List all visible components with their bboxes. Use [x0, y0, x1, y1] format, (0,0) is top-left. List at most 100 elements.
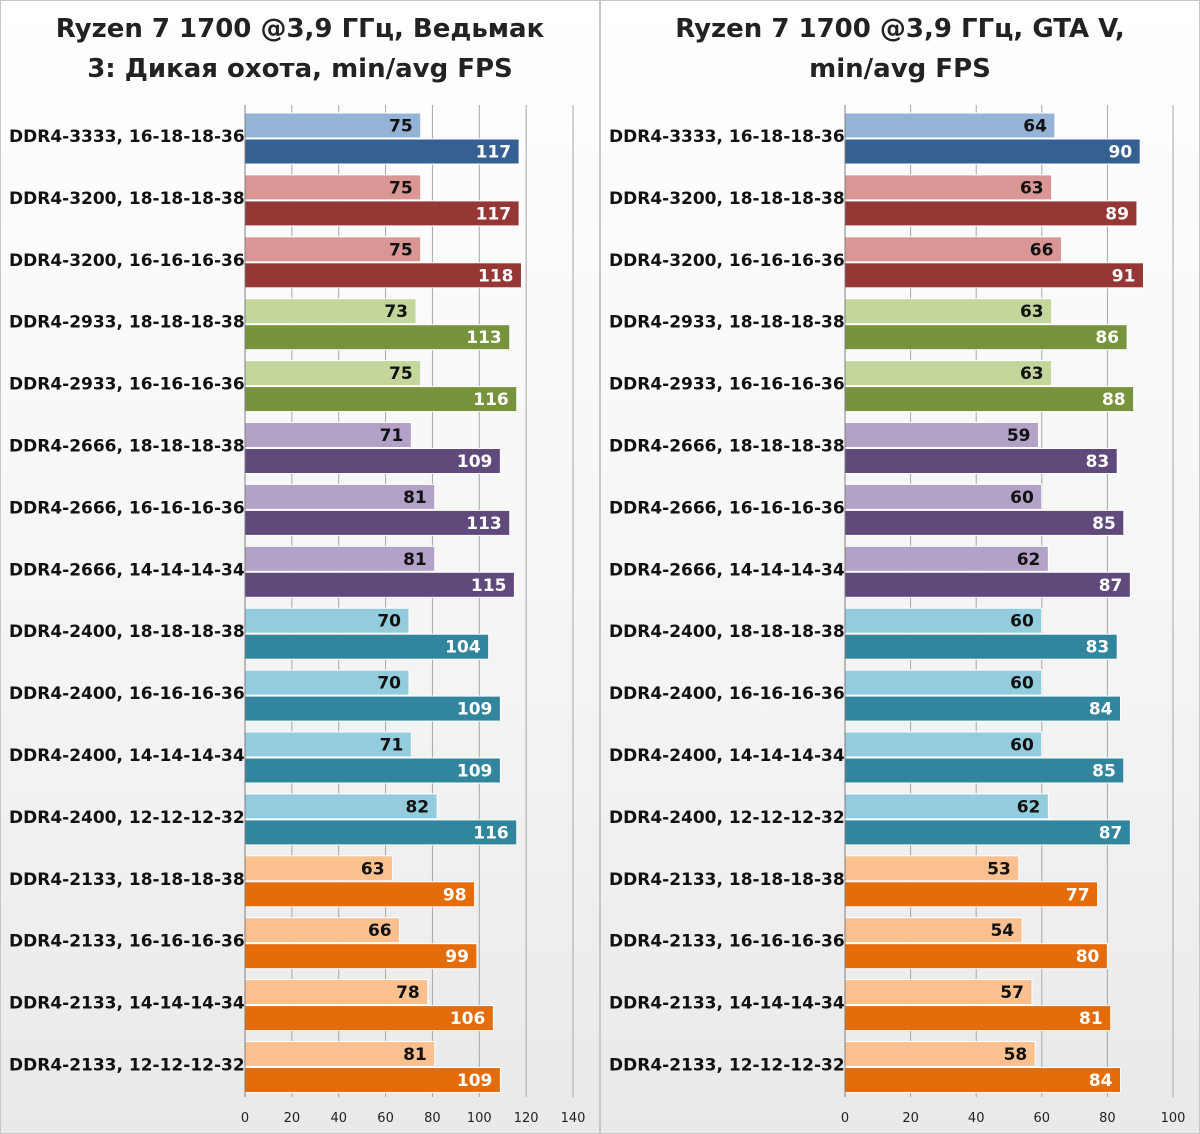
category-label: DDR4-2400, 12-12-12-32	[609, 808, 845, 828]
x-tick-label: 60	[377, 1111, 394, 1126]
data-label-avg: 89	[1105, 204, 1129, 224]
chart-title: Ryzen 7 1700 @3,9 ГГц, GTA V, min/avg FP…	[675, 14, 1125, 84]
data-label-min: 78	[396, 983, 420, 1003]
bar-min	[244, 174, 422, 201]
category-label: DDR4-2133, 18-18-18-38	[9, 870, 245, 890]
category-label: DDR4-3200, 18-18-18-38	[9, 189, 245, 209]
data-label-min: 64	[1023, 117, 1047, 137]
category-label: DDR4-2133, 16-16-16-36	[9, 932, 245, 952]
data-label-min: 62	[1017, 550, 1041, 570]
data-label-min: 71	[380, 736, 404, 756]
bar-avg	[244, 633, 490, 660]
data-label-avg: 116	[473, 390, 509, 410]
data-label-avg: 106	[450, 1009, 486, 1029]
category-label: DDR4-2933, 16-16-16-36	[9, 375, 245, 395]
category-label: DDR4-2400, 14-14-14-34	[9, 746, 245, 766]
bar-min	[244, 360, 422, 387]
bar-avg	[844, 757, 1125, 784]
bar-min	[844, 731, 1043, 758]
bar-min	[244, 669, 410, 696]
data-label-min: 57	[1000, 983, 1024, 1003]
data-label-min: 82	[405, 797, 429, 817]
bar-min	[244, 917, 401, 944]
data-label-min: 60	[1010, 488, 1034, 508]
data-label-avg: 117	[476, 204, 512, 224]
category-label: DDR4-2400, 16-16-16-36	[609, 684, 845, 704]
data-label-avg: 116	[473, 823, 509, 843]
data-label-avg: 83	[1086, 638, 1110, 658]
bar-min	[844, 855, 1020, 882]
bar-min	[844, 1041, 1036, 1067]
data-label-min: 66	[368, 921, 392, 941]
category-label: DDR4-2400, 12-12-12-32	[9, 808, 245, 828]
data-label-min: 81	[403, 488, 427, 508]
bar-avg	[844, 819, 1131, 846]
data-label-avg: 104	[445, 638, 481, 658]
data-label-avg: 87	[1099, 823, 1123, 843]
bar-min	[844, 607, 1043, 634]
bar-avg	[244, 1067, 501, 1093]
category-label: DDR4-2666, 18-18-18-38	[609, 436, 845, 456]
bar-avg	[244, 509, 511, 536]
bar-avg	[844, 633, 1118, 660]
category-label: DDR4-2400, 18-18-18-38	[9, 622, 245, 642]
data-label-avg: 87	[1099, 576, 1123, 596]
bar-chart-gta: 0 20 40 60 80 100 DDR4-3333, 16-18-18-36 64 90 DD…	[609, 105, 1186, 1126]
category-label: DDR4-3333, 16-18-18-36	[609, 127, 845, 147]
category-label: DDR4-2666, 14-14-14-34	[609, 560, 845, 580]
data-label-min: 63	[361, 859, 385, 879]
data-label-min: 58	[1004, 1045, 1028, 1065]
data-label-min: 73	[384, 302, 408, 322]
bar-avg	[844, 1005, 1112, 1032]
data-label-avg: 77	[1066, 885, 1090, 905]
category-label: DDR4-2133, 14-14-14-34	[9, 994, 245, 1014]
x-tick-label: 140	[561, 1111, 586, 1126]
bar-min	[844, 174, 1053, 201]
data-label-avg: 109	[457, 762, 493, 782]
category-label: DDR4-3200, 16-16-16-36	[609, 251, 845, 271]
data-label-avg: 117	[476, 143, 512, 163]
bar-min	[244, 793, 438, 820]
category-label: DDR4-3200, 18-18-18-38	[609, 189, 845, 209]
data-label-min: 75	[389, 178, 413, 198]
bar-min	[844, 545, 1049, 572]
x-tick-label: 100	[1161, 1111, 1186, 1126]
x-tick-label: 0	[241, 1111, 249, 1126]
data-label-avg: 115	[471, 576, 507, 596]
data-label-min: 53	[987, 859, 1011, 879]
data-label-avg: 99	[445, 947, 469, 967]
category-label: DDR4-2400, 16-16-16-36	[9, 684, 245, 704]
bar-min	[844, 917, 1023, 944]
bar-avg	[844, 881, 1099, 908]
category-label: DDR4-2133, 14-14-14-34	[609, 994, 845, 1014]
bar-avg	[244, 262, 522, 289]
data-label-min: 60	[1010, 612, 1034, 632]
category-label: DDR4-2666, 16-16-16-36	[9, 498, 245, 518]
x-tick-label: 60	[1034, 1111, 1051, 1126]
bar-min	[844, 979, 1033, 1006]
data-label-avg: 91	[1112, 266, 1136, 286]
bar-avg	[244, 200, 520, 227]
chart-title: Ryzen 7 1700 @3,9 ГГц, Ведьмак 3: Дикая …	[55, 14, 545, 84]
data-label-min: 75	[389, 364, 413, 384]
category-label: DDR4-2400, 18-18-18-38	[609, 622, 845, 642]
data-label-min: 66	[1030, 240, 1054, 260]
bar-chart-witcher: 0 20 40 60 80 100 120 140 DDR4-3333, 16-18-18-36…	[9, 105, 586, 1126]
category-label: DDR4-2933, 18-18-18-38	[609, 313, 845, 333]
bar-avg	[844, 386, 1135, 413]
data-label-avg: 81	[1079, 1009, 1103, 1029]
data-label-avg: 109	[457, 452, 493, 472]
bar-avg	[244, 138, 520, 165]
x-tick-label: 100	[467, 1111, 492, 1126]
data-label-avg: 80	[1076, 947, 1100, 967]
category-label: DDR4-2133, 12-12-12-32	[9, 1055, 245, 1075]
data-label-min: 75	[389, 117, 413, 137]
bar-avg	[844, 571, 1131, 598]
data-label-avg: 109	[457, 700, 493, 720]
category-label: DDR4-2133, 12-12-12-32	[609, 1055, 845, 1075]
bar-avg	[244, 943, 478, 970]
chart-panel-gta: Ryzen 7 1700 @3,9 ГГц, GTA V, min/avg FP…	[600, 0, 1200, 1134]
data-label-min: 63	[1020, 364, 1044, 384]
data-label-avg: 113	[466, 514, 502, 534]
data-label-avg: 83	[1086, 452, 1110, 472]
